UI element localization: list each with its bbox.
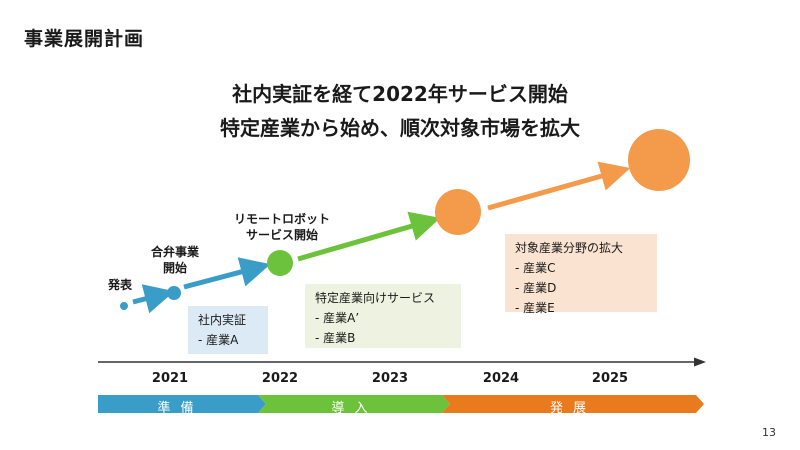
arrow-jv-to-remote (183, 257, 271, 290)
arrow-remote-to-2024 (297, 211, 441, 262)
milestone-announce-dot (120, 302, 128, 310)
note-specific-item: - 産業B (315, 331, 356, 345)
phase-label-prep: 準備 (157, 401, 204, 416)
milestone-announce-label: 発表 (108, 278, 133, 292)
headline-line-2: 特定産業から始め、順次対象市場を拡大 (220, 116, 580, 140)
timeline-year: 2022 (261, 371, 299, 386)
milestone-2024-dot (435, 189, 481, 235)
phase-bar-prep (98, 395, 266, 413)
note-expansion: 対象産業分野の拡大 - 産業C - 産業D - 産業E (505, 234, 657, 315)
milestone-remote-label: リモートロボット サービス開始 (222, 211, 342, 243)
timeline-year: 2025 (591, 371, 629, 386)
note-specific-item: - 産業A’ (315, 311, 360, 325)
note-internal-title: 社内実証 (198, 313, 247, 327)
note-specific-title: 特定産業向けサービス (315, 291, 436, 305)
note-internal-trial: 社内実証 - 産業A (188, 306, 268, 354)
milestone-remote-dot (267, 250, 293, 276)
note-internal-item: - 産業A (198, 333, 239, 347)
milestone-2025-dot (628, 129, 690, 191)
milestone-remote-label-line2: サービス開始 (245, 228, 318, 242)
milestone-jv-label-line2: 開始 (162, 261, 187, 275)
phase-bar-growth (442, 395, 704, 413)
milestone-jv-dot (167, 286, 181, 300)
timeline-year: 2023 (371, 371, 409, 386)
phase-label-intro: 導入 (331, 401, 378, 416)
slide-title: 事業展開計画 (24, 28, 145, 50)
arrow-2024-to-2025 (487, 161, 631, 211)
milestone-jv-label-line1: 合弁事業 (150, 245, 199, 259)
timeline-year: 2024 (482, 371, 520, 386)
milestone-remote-label-line1: リモートロボット (233, 212, 330, 226)
arrow-announce-to-jv (132, 284, 175, 314)
note-expansion-item: - 産業C (515, 261, 556, 275)
note-expansion-title: 対象産業分野の拡大 (515, 241, 624, 255)
note-expansion-item: - 産業E (515, 301, 555, 315)
milestone-jv-label: 合弁事業 開始 (140, 244, 210, 276)
phase-label-growth: 発展 (549, 401, 596, 416)
page-number: 13 (762, 426, 776, 439)
timeline-year: 2021 (151, 371, 189, 386)
note-expansion-item: - 産業D (515, 281, 557, 295)
note-specific-industry: 特定産業向けサービス - 産業A’ - 産業B (305, 284, 461, 348)
phase-bar-intro (258, 395, 450, 413)
headline-line-1: 社内実証を経て2022年サービス開始 (232, 82, 568, 106)
